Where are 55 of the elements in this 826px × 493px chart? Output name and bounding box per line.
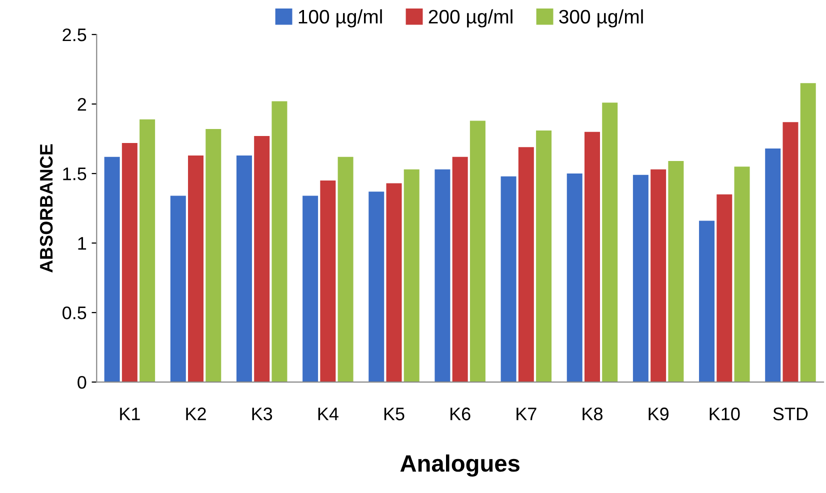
bar	[500, 176, 516, 382]
y-tick-label: 2.5	[62, 28, 86, 42]
bar	[584, 132, 600, 382]
bar	[236, 155, 252, 382]
x-tick-label: K5	[384, 408, 404, 420]
bar	[650, 169, 666, 382]
bar	[122, 142, 138, 382]
y-tick-label: 1.5	[63, 168, 86, 180]
bar	[338, 156, 354, 382]
x-tick-label: K2	[186, 408, 206, 420]
y-tick-label: 0.5	[62, 306, 86, 320]
legend-label: 200 µg/ml	[428, 9, 512, 28]
x-tick-label: K7	[516, 408, 536, 420]
bar	[765, 148, 781, 382]
x-tick-label: K6	[450, 408, 470, 420]
bar	[386, 183, 402, 382]
bar	[632, 174, 648, 382]
legend-label: 300 µg/ml	[559, 9, 643, 28]
bar	[272, 101, 288, 382]
y-tick-label: 2	[78, 98, 86, 111]
bar	[104, 156, 120, 382]
x-tick-label: K10	[710, 408, 740, 420]
bar	[800, 83, 816, 382]
bar	[188, 155, 204, 382]
bar	[140, 119, 156, 382]
bar	[566, 174, 582, 382]
y-tick-label: 1	[78, 237, 86, 250]
x-tick-label: STD	[773, 408, 808, 420]
bar	[452, 156, 468, 382]
bar	[170, 196, 186, 382]
bar	[206, 129, 222, 382]
bar	[782, 122, 798, 382]
x-axis-title: Analogues	[400, 454, 520, 477]
bar	[368, 192, 384, 382]
bar	[518, 147, 534, 382]
bar	[254, 136, 270, 382]
bar	[470, 120, 486, 382]
bar	[302, 196, 318, 382]
x-tick-label: K3	[252, 408, 272, 420]
legend-label: 100 µg/ml	[298, 9, 382, 28]
x-tick-label: K4	[318, 408, 338, 420]
bar	[699, 220, 715, 382]
bar	[536, 130, 552, 382]
x-tick-label: K8	[582, 408, 602, 420]
bar	[404, 169, 420, 382]
bar	[716, 194, 732, 382]
y-tick-label: 0	[78, 376, 86, 389]
bar	[320, 180, 336, 382]
y-axis-title: ABSORBANCE	[40, 144, 53, 273]
bar	[434, 169, 450, 382]
x-tick-label: K9	[648, 408, 669, 420]
x-tick-label: K1	[120, 408, 140, 420]
bar	[602, 102, 618, 382]
bar	[668, 161, 684, 382]
bar	[734, 166, 750, 382]
